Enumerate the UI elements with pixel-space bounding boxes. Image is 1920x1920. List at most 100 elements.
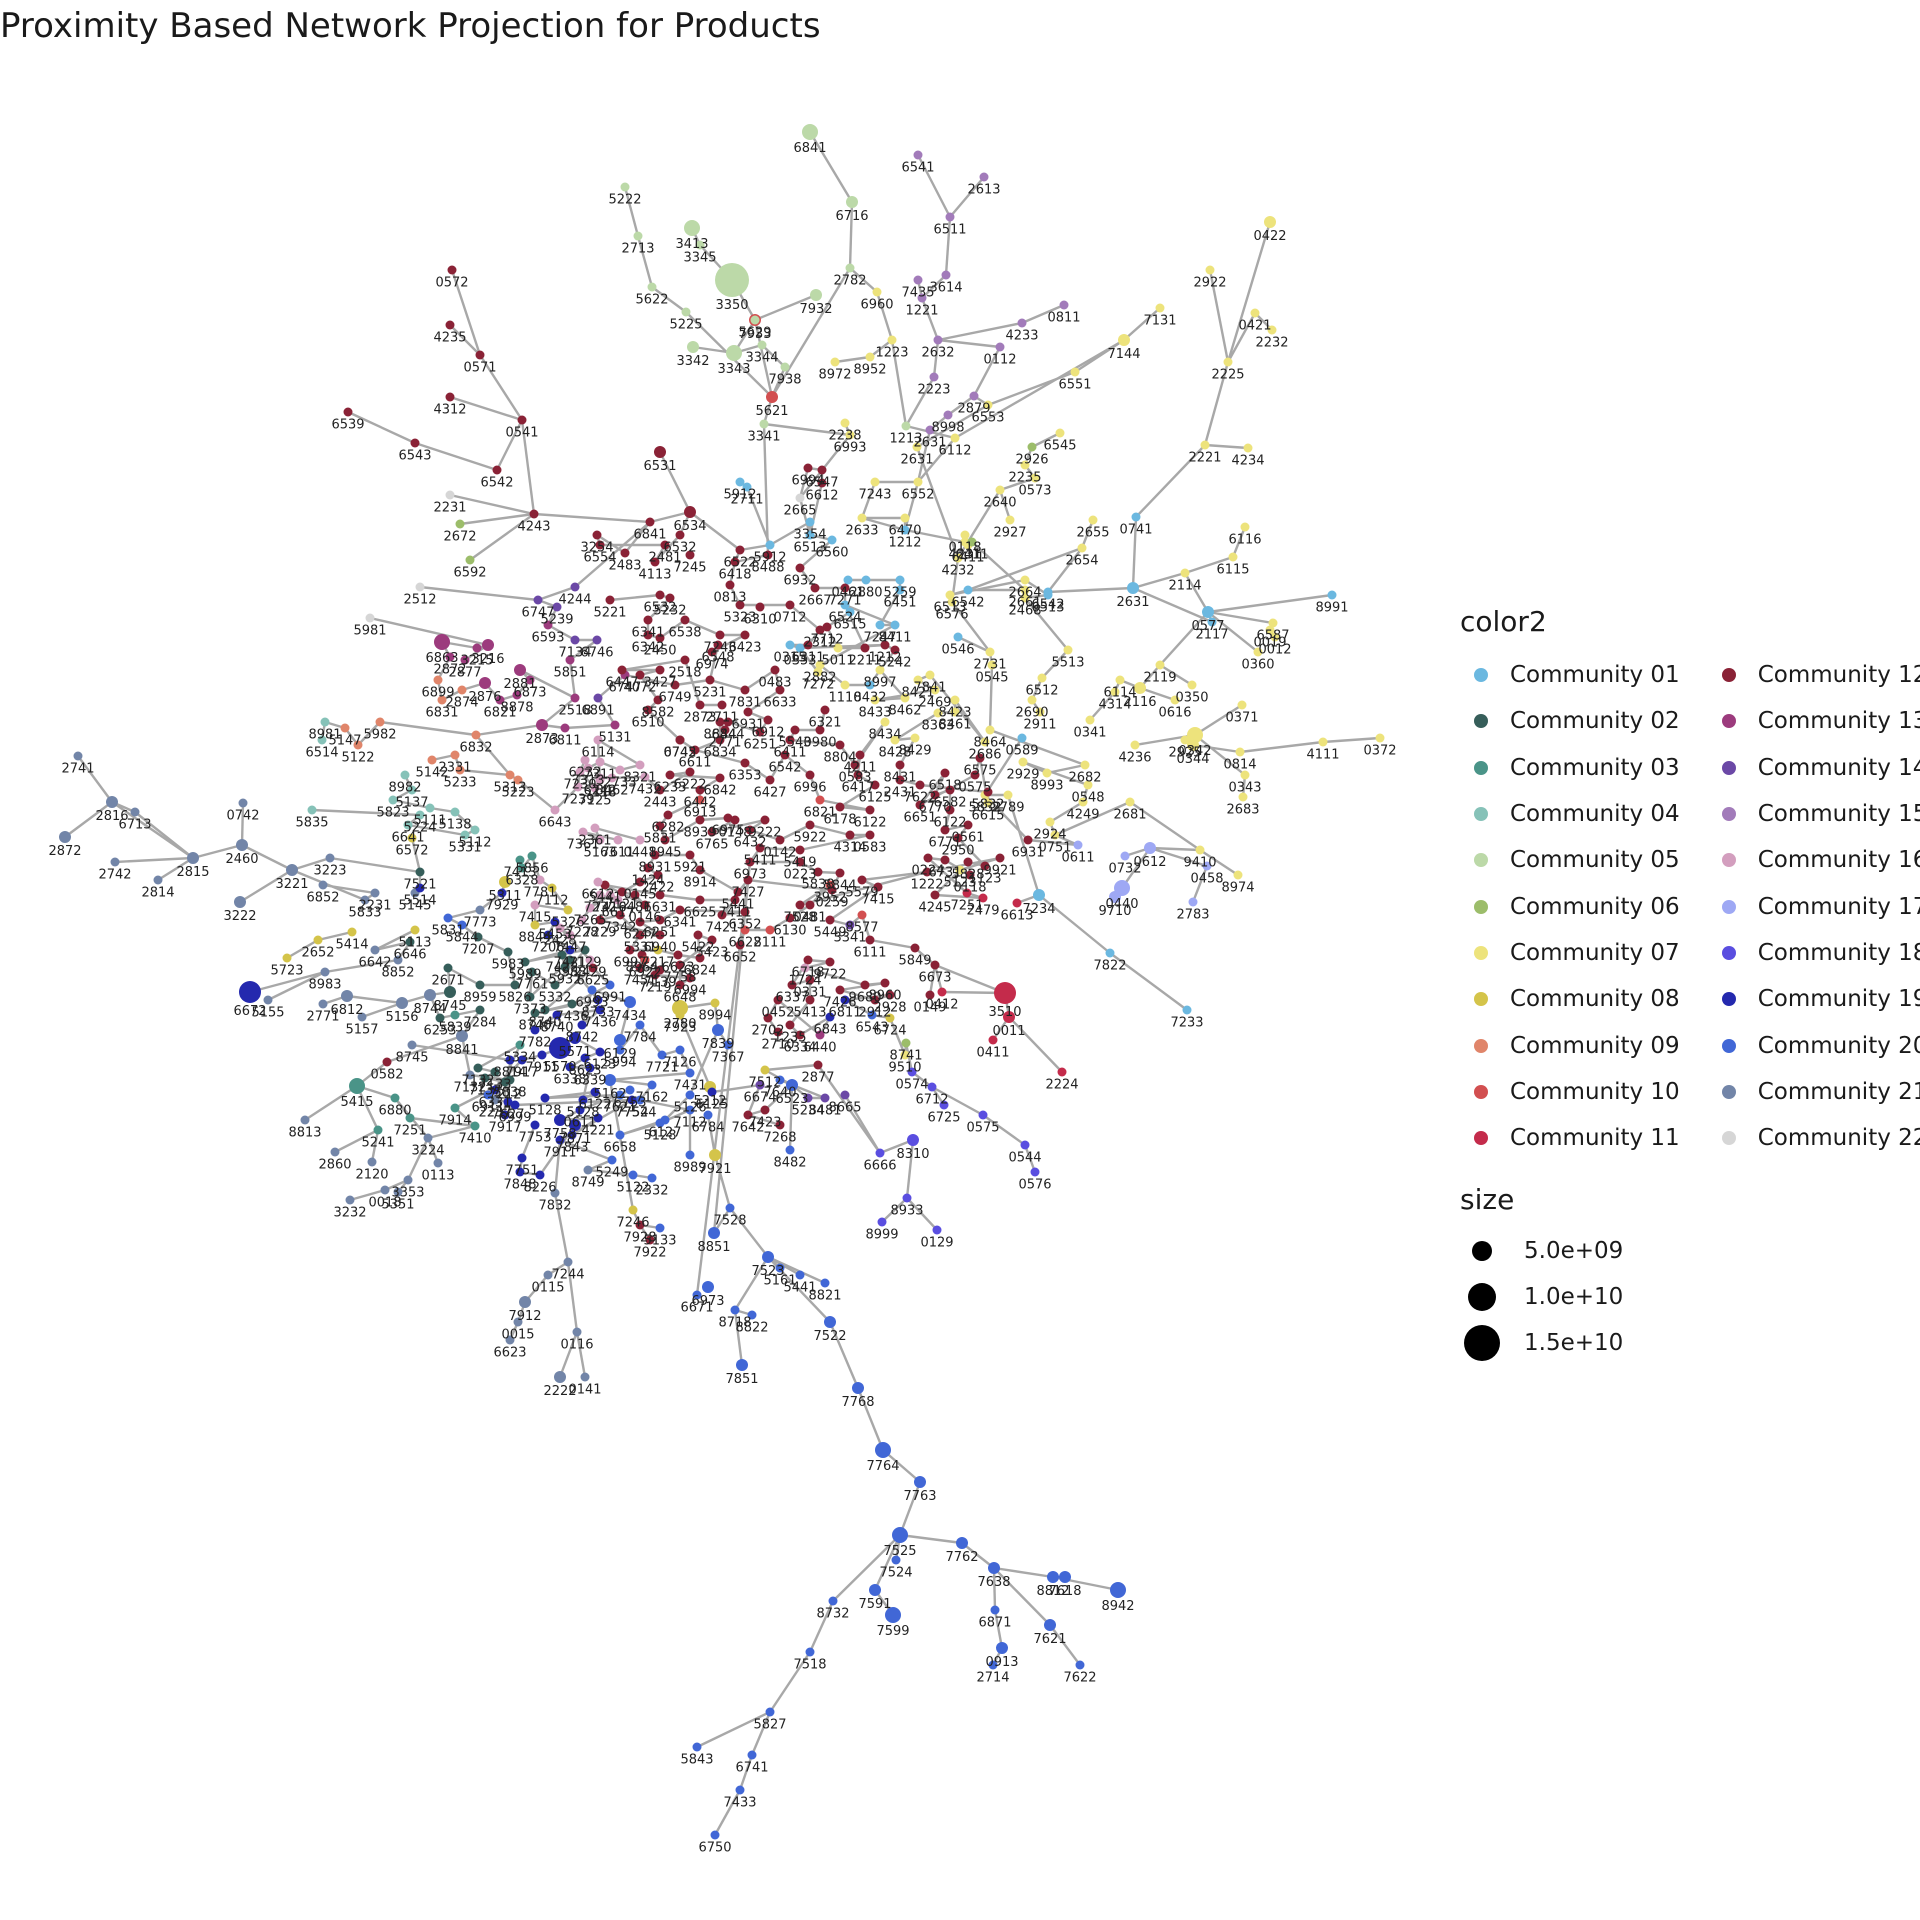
node-label: 8998 [931,421,964,436]
network-node [795,857,805,867]
network-node [956,1537,968,1549]
network-node [1267,325,1277,335]
node-label: 5334 [503,1051,536,1066]
network-edge [769,520,811,547]
network-edge [1047,586,1134,594]
network-node [1023,835,1033,845]
network-node [655,821,665,831]
network-node [512,690,522,700]
node-label: 5994 [603,1056,636,1071]
network-node [525,992,535,1002]
node-label: 0612 [1133,855,1166,870]
node-label: 0575 [966,1121,999,1136]
network-node [907,1067,917,1077]
network-node [795,643,805,653]
node-label: 8582 [641,706,674,721]
node-label: 6724 [873,1024,906,1039]
network-node [515,1040,525,1050]
node-label: 9510 [888,1061,921,1076]
node-label: 5138 [438,818,471,833]
node-label: 2640 [983,496,1016,511]
node-label: 2222 [543,1384,576,1399]
network-edge [954,338,1125,440]
node-label: 6999 [498,1111,531,1126]
network-edge [809,884,831,906]
network-edge [624,673,676,687]
network-edge [370,1129,380,1163]
node-label: 2780 [663,1017,696,1032]
network-edge [688,1029,720,1096]
node-label: 6541 [901,161,934,176]
network-node [830,357,840,367]
node-label: 6522 [723,556,756,571]
network-node [407,1040,417,1050]
network-node [917,293,927,303]
node-label: 8964 [625,961,658,976]
node-label: 2632 [921,346,954,361]
node-label: 6633 [763,696,796,711]
network-node [585,955,595,965]
network-node [607,773,617,783]
node-label: 4236 [1118,751,1151,766]
size-legend-item: 1.0e+10 [1460,1274,1920,1320]
network-node [590,823,600,833]
network-node [615,1130,625,1140]
node-label: 0582 [370,1068,403,1083]
network-node [933,335,943,345]
node-label: 6338 [553,1073,586,1088]
network-node [815,660,825,670]
node-label: 8974 [1221,881,1254,896]
network-edge [1194,734,1246,776]
node-label: 6513 [933,601,966,616]
node-label: 6111 [853,946,886,961]
network-node [1020,585,1030,595]
network-node [563,905,573,915]
legend-swatch [1721,1084,1736,1099]
network-node [1050,830,1060,840]
network-node [940,768,950,778]
network-edge [1129,801,1201,851]
node-label: 6841 [793,141,826,156]
legend-item: Community 13 [1708,698,1920,744]
node-label: 7367 [711,1051,744,1066]
node-label: 2312 [803,636,836,651]
network-node [978,893,988,903]
network-node [845,920,855,930]
legend-swatch [1721,945,1736,960]
node-label: 6531 [643,459,676,474]
legend-color-title: color2 [1460,605,1547,638]
node-label: 6251 [743,738,776,753]
network-node [1063,645,1073,655]
network-node [1188,897,1198,907]
node-label: 5989 [508,968,541,983]
node-label: 2815 [176,865,209,880]
node-label: 7912 [508,1309,541,1324]
node-label: 2460 [225,852,258,867]
node-label: 6747 [608,681,641,696]
node-label: 0811 [1047,311,1080,326]
network-edge [647,709,681,741]
node-label: 8464 [973,736,1006,751]
node-label: 2116 [1123,695,1156,710]
network-node [895,585,905,595]
network-edge [879,669,906,699]
node-label: 0019 [1253,636,1286,651]
network-node [685,1150,695,1160]
node-label: 0611 [563,1116,596,1131]
legend-item: Community 04 [1460,791,1680,837]
network-node [765,540,775,550]
node-label: 7421 [705,921,738,936]
node-label: 5161 [763,1274,796,1289]
node-label: 7758 [663,971,696,986]
node-label: 6991 [593,991,626,1006]
node-label: 6122 [933,816,966,831]
network-node [765,925,775,935]
network-edge [957,635,991,654]
network-node [953,632,963,642]
node-label: 1213 [889,432,922,447]
network-node [605,595,615,605]
network-node [985,647,995,657]
network-edge [1322,736,1381,744]
node-label: 0421 [1238,319,1271,334]
network-node [845,607,855,617]
